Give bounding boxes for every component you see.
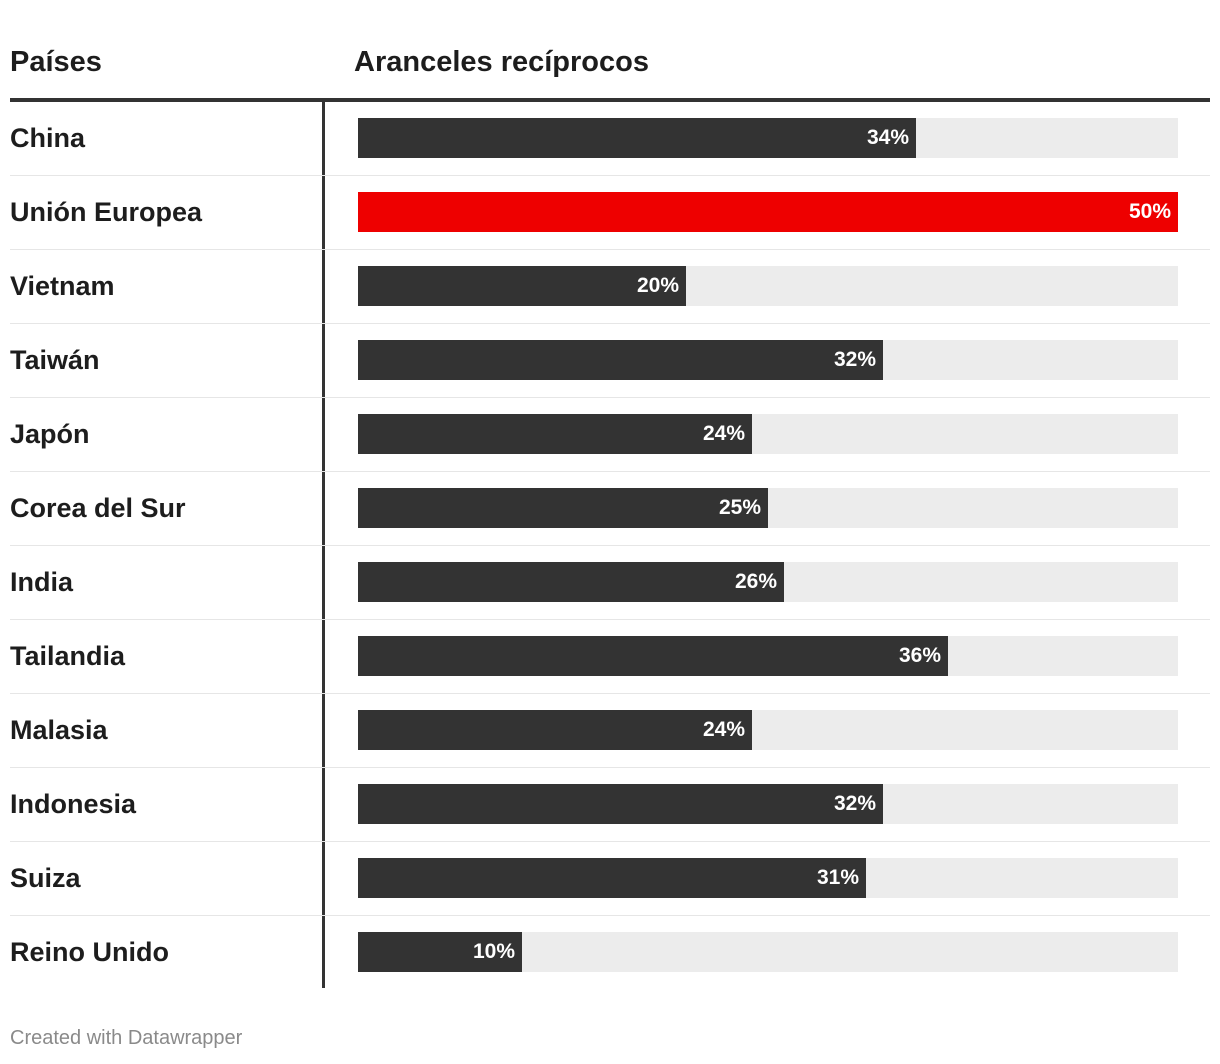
bar-value-label: 26% <box>734 570 777 593</box>
row-separator <box>10 397 1210 398</box>
bar: 32% <box>358 340 883 380</box>
bar: 25% <box>358 488 768 528</box>
bar-value-label: 25% <box>718 496 761 519</box>
bar-table: China 34% Unión Europea 50% Vietnam 20% Taiwán… <box>10 102 1210 990</box>
row-separator <box>10 471 1210 472</box>
bar: 34% <box>358 118 916 158</box>
tariff-column-header: Aranceles recíprocos <box>354 46 649 78</box>
table-row: China 34% <box>10 102 1210 176</box>
table-row: Corea del Sur 25% <box>10 472 1210 546</box>
table-row: Reino Unido 10% <box>10 916 1210 990</box>
country-label: Japón <box>10 419 90 449</box>
bar-track: 24% <box>358 710 1178 750</box>
row-separator <box>10 619 1210 620</box>
bar: 36% <box>358 636 948 676</box>
row-separator <box>10 693 1210 694</box>
row-separator <box>10 249 1210 250</box>
bar-value-label: 32% <box>833 792 876 815</box>
table-row: Indonesia 32% <box>10 768 1210 842</box>
bar-track: 20% <box>358 266 1178 306</box>
bar: 24% <box>358 710 752 750</box>
bar-track: 32% <box>358 340 1178 380</box>
bar-track: 36% <box>358 636 1178 676</box>
bar: 31% <box>358 858 866 898</box>
country-label: Unión Europea <box>10 197 203 227</box>
bar-track: 32% <box>358 784 1178 824</box>
credit-text: Created with Datawrapper <box>10 1027 243 1049</box>
country-label: Malasia <box>10 715 108 745</box>
bar-track: 26% <box>358 562 1178 602</box>
row-separator <box>10 545 1210 546</box>
bar-track: 50% <box>358 192 1178 232</box>
table-row: Unión Europea 50% <box>10 176 1210 250</box>
bar: 50% <box>358 192 1178 232</box>
bar-value-label: 24% <box>702 718 745 741</box>
bar-value-label: 10% <box>472 940 515 963</box>
bar-value-label: 32% <box>833 348 876 371</box>
bar-track: 10% <box>358 932 1178 972</box>
bar-value-label: 34% <box>866 126 909 149</box>
bar-value-label: 50% <box>1128 200 1171 223</box>
country-label: Corea del Sur <box>10 493 186 523</box>
table-row: Japón 24% <box>10 398 1210 472</box>
country-label: Tailandia <box>10 641 126 671</box>
table-row: Vietnam 20% <box>10 250 1210 324</box>
bar-value-label: 31% <box>816 866 859 889</box>
row-separator <box>10 323 1210 324</box>
country-column-header: Países <box>10 46 102 78</box>
country-label: India <box>10 567 74 597</box>
bar-track: 31% <box>358 858 1178 898</box>
bar: 10% <box>358 932 522 972</box>
bar: 26% <box>358 562 784 602</box>
bar-value-label: 36% <box>898 644 941 667</box>
country-label: Taiwán <box>10 345 100 375</box>
table-row: India 26% <box>10 546 1210 620</box>
header-divider <box>10 98 1210 102</box>
row-separator <box>10 915 1210 916</box>
country-label: Suiza <box>10 863 81 893</box>
country-label: Vietnam <box>10 271 115 301</box>
table-row: Suiza 31% <box>10 842 1210 916</box>
table-row: Taiwán 32% <box>10 324 1210 398</box>
country-label: Reino Unido <box>10 937 169 967</box>
bar-value-label: 24% <box>702 422 745 445</box>
table-row: Malasia 24% <box>10 694 1210 768</box>
table-row: Tailandia 36% <box>10 620 1210 694</box>
row-separator <box>10 175 1210 176</box>
bar-value-label: 20% <box>636 274 679 297</box>
table-header: Países Aranceles recíprocos <box>10 40 1210 98</box>
row-separator <box>10 767 1210 768</box>
bar: 24% <box>358 414 752 454</box>
row-separator <box>10 841 1210 842</box>
country-label: China <box>10 123 86 153</box>
bar-track: 25% <box>358 488 1178 528</box>
country-label: Indonesia <box>10 789 137 819</box>
bar: 32% <box>358 784 883 824</box>
bar: 20% <box>358 266 686 306</box>
bar-track: 24% <box>358 414 1178 454</box>
bar-track: 34% <box>358 118 1178 158</box>
